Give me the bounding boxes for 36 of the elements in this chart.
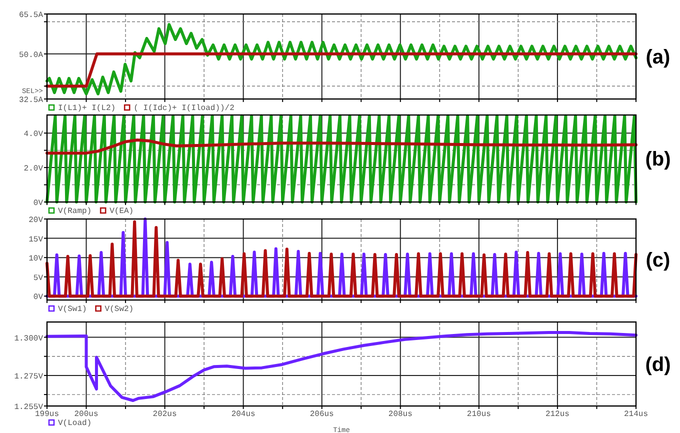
text: (d) <box>645 354 671 376</box>
line-series <box>46 331 638 402</box>
y-tick-label: 20V <box>28 216 44 225</box>
y-tick-label: 65.5A <box>18 11 44 20</box>
x-tick-label: 208us <box>388 410 413 419</box>
y-tick-label: 10V <box>28 254 44 264</box>
y-tick-label: 4.0V <box>24 130 44 140</box>
legend-label: V(Load) <box>58 419 92 428</box>
text: (c) <box>646 250 670 272</box>
legend-label: V(Ramp) <box>58 207 92 216</box>
y-tick-label: 15V <box>28 235 44 244</box>
line-series <box>46 138 638 155</box>
text: (a) <box>646 46 670 68</box>
text: (b) <box>645 148 671 170</box>
x-tick-label: 204us <box>231 410 256 419</box>
y-tick-label: 50.0A <box>18 50 44 60</box>
x-tick-label: 202us <box>152 410 177 419</box>
legend-label: ( I(Idc)+ I(Iload))/2 <box>134 104 235 113</box>
legend-label: V(Sw2) <box>104 305 134 314</box>
legend-label: I(L1)+ I(L2) <box>58 104 116 113</box>
x-tick-label: 206us <box>310 410 334 419</box>
x-tick-label: 210us <box>466 410 492 419</box>
y-tick-label: 5V <box>33 274 44 283</box>
legend-label: V(EA) <box>110 207 134 216</box>
y-tick-label: 1.275V <box>14 372 44 382</box>
y-tick-label: 32.5A <box>18 96 44 105</box>
y-tick-label: 0V <box>33 199 44 208</box>
y-tick-label: 2.0V <box>24 164 44 174</box>
x-tick-label: 212us <box>545 410 570 419</box>
x-tick-label: 214us <box>624 410 648 419</box>
x-tick-label: 200us <box>74 410 98 419</box>
x-tick-label: 199us <box>34 410 60 419</box>
legend-label: V(Sw1) <box>58 305 87 314</box>
y-tick-label: 0V <box>33 293 44 302</box>
y-tick-label: 1.255V <box>14 403 44 412</box>
y-tick-label: 1.300V <box>14 334 44 344</box>
